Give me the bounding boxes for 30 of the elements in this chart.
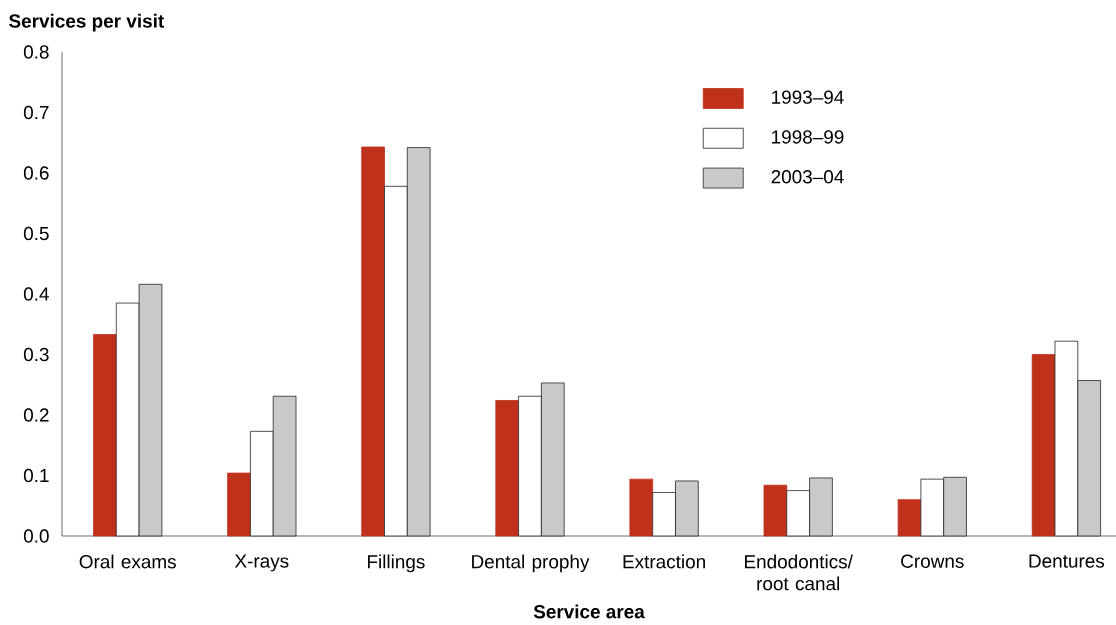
x-tick-label: Dentures [1029,554,1105,568]
x-tick-label: Oral exams [79,554,176,569]
y-tick-label: 0.8 [23,45,49,59]
y-tick-label: 0.7 [23,105,49,120]
bar [227,472,251,537]
x-tick-label: Endodontics/ root canal [745,554,853,591]
bar [897,499,922,537]
x-axis-title: Service area [533,604,645,619]
y-tick-label: 0.4 [23,287,49,301]
bar [93,334,117,537]
y-tick-label: 0.3 [23,347,49,362]
y-tick-label: 0.6 [23,166,49,180]
legend-label: 2003–04 [771,170,844,184]
bar [1031,354,1056,537]
y-tick-label: 0.2 [23,408,49,422]
y-tick-label: 0.1 [23,468,49,483]
legend-label: 1998–99 [772,130,844,144]
x-tick-label: Extraction [623,554,705,569]
legend-label: 1993–94 [772,90,844,104]
x-tick-label: Crowns [901,554,964,568]
bar [763,484,788,537]
y-axis-title: Services per visit [9,13,164,32]
x-tick-label: Dental prophy [472,554,590,573]
y-tick-label: 0.5 [23,226,49,241]
bar [361,146,385,537]
x-tick-label: X-rays [234,554,289,572]
bar [495,400,519,537]
bar [629,478,654,537]
y-tick-label: 0.0 [23,529,49,543]
x-tick-label: Fillings [367,554,425,573]
